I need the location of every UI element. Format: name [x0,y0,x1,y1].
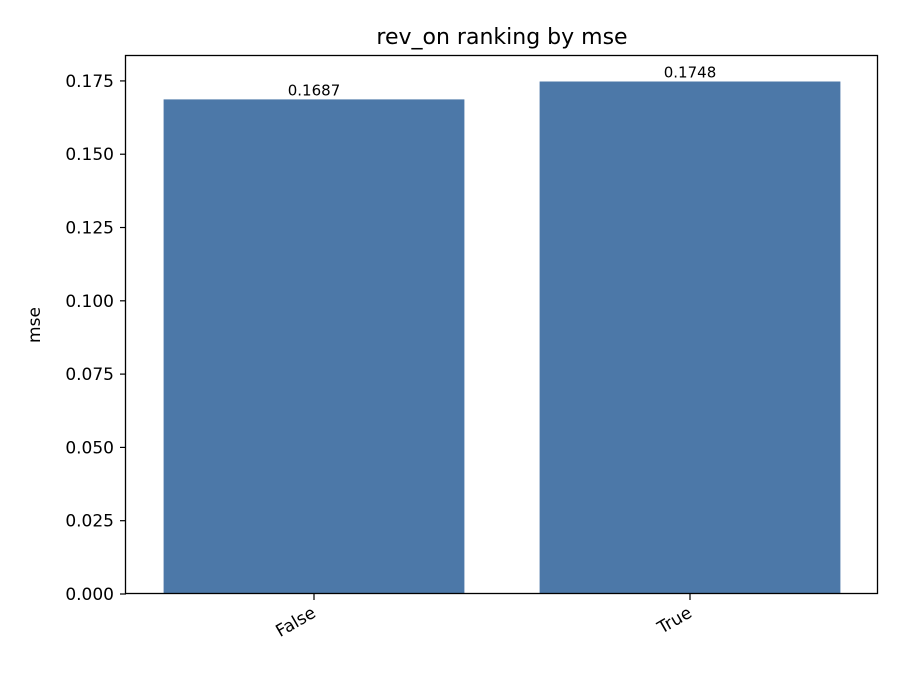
bar-false [163,99,465,595]
x-tick-label-true: True [653,603,695,639]
value-labels-group: 0.1687 0.1748 [288,64,717,100]
bar-true [539,81,841,595]
y-tick-label: 0.050 [65,438,114,458]
x-axis-ticks: False True [273,594,696,642]
y-axis-ticks: 0.000 0.025 0.050 0.075 0.100 0.125 0.150 0.175 [65,72,126,605]
y-tick-label: 0.000 [65,585,114,605]
chart-title: rev_on ranking by mse [376,25,627,50]
y-tick-label: 0.075 [65,365,114,385]
plot-frame [124,54,879,595]
y-tick-label: 0.100 [65,292,114,312]
y-tick-label: 0.025 [65,512,114,532]
y-tick-label: 0.150 [65,145,114,165]
x-tick-label-false: False [273,603,320,642]
y-tick-label: 0.175 [65,72,114,92]
data-label-false: 0.1687 [288,81,341,99]
y-tick-label: 0.125 [65,219,114,239]
y-axis-label: mse [25,307,45,343]
data-label-true: 0.1748 [664,64,717,82]
bars-group [163,81,841,595]
